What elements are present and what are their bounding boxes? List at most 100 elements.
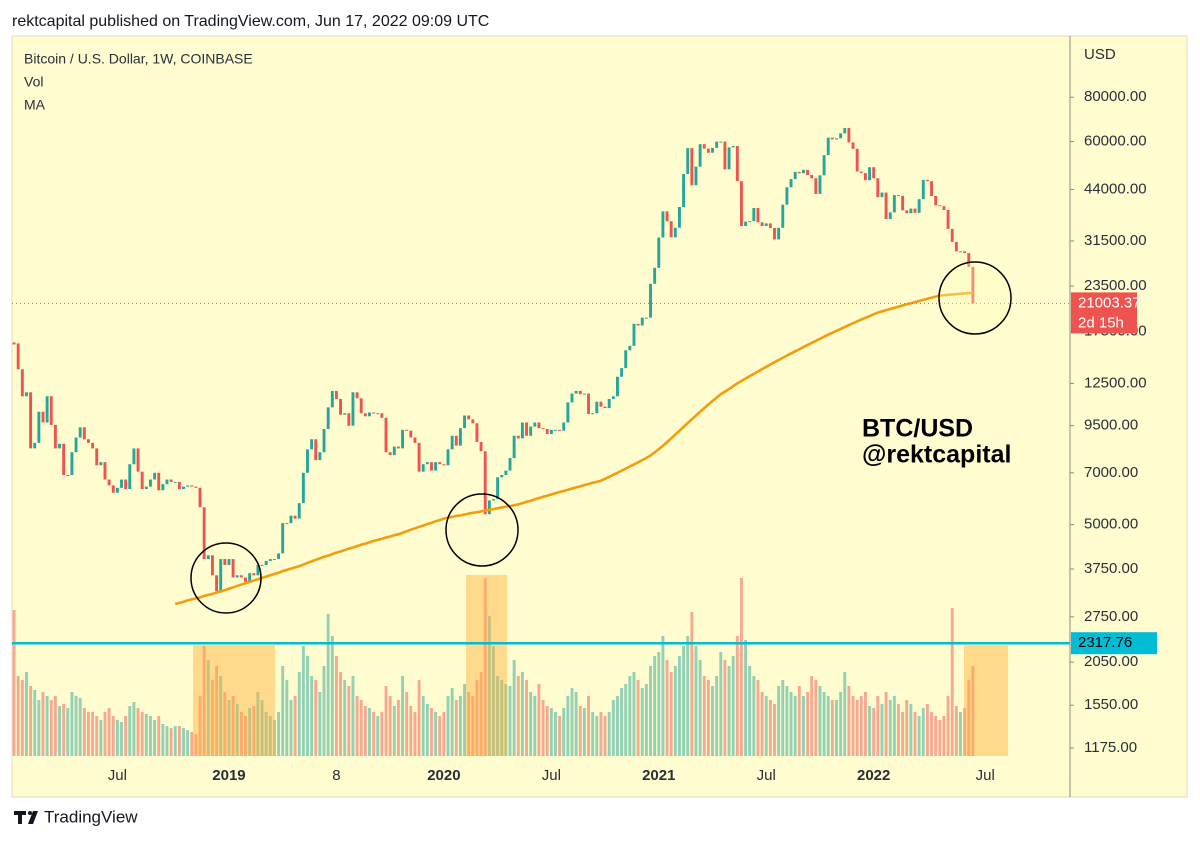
candle-body (620, 368, 624, 377)
volume-bar (814, 680, 818, 756)
volume-bar (897, 704, 900, 756)
volume-bar (363, 706, 367, 756)
volume-bar (835, 700, 838, 756)
candle-body (711, 147, 714, 153)
candle-body (467, 415, 471, 420)
candle-body (739, 181, 743, 226)
volume-bar (644, 684, 648, 756)
candle-body (95, 448, 99, 466)
candle-body (582, 393, 586, 395)
volume-bar (599, 712, 603, 756)
volume-bar (570, 688, 574, 756)
y-tick-label: 5000.00 (1084, 516, 1138, 533)
volume-bar (107, 708, 111, 756)
candle-body (942, 206, 946, 210)
candle-body (430, 462, 433, 471)
candle-body (103, 462, 107, 480)
candle-body (33, 442, 37, 449)
candle-body (264, 561, 268, 565)
candle-body (690, 148, 694, 186)
volume-bar (839, 692, 843, 756)
volume-bar (33, 690, 37, 756)
volume-bar (450, 688, 454, 756)
candle-body (53, 424, 57, 449)
candle-body (169, 479, 173, 482)
candle-body (892, 195, 896, 213)
volume-bar (20, 680, 24, 756)
volume-bar (492, 646, 495, 756)
candle-body (487, 500, 491, 515)
candle-body (25, 392, 28, 397)
volume-bar (632, 672, 636, 756)
candle-body (49, 396, 53, 425)
candle-body (826, 137, 830, 156)
candle-body (58, 443, 61, 449)
candle-body (611, 396, 615, 399)
volume-bar (822, 692, 826, 756)
candle-body (504, 470, 508, 476)
y-tick-label: 44000.00 (1084, 180, 1147, 197)
candle-body (863, 173, 867, 181)
candle-body (202, 507, 206, 560)
candle-body (694, 166, 698, 186)
candle-body (801, 169, 805, 174)
candle-body (272, 559, 276, 561)
candle-body (760, 222, 764, 226)
y-tick-label: 2750.00 (1084, 608, 1138, 625)
volume-bar (925, 704, 929, 756)
candle-body (678, 206, 681, 228)
y-tick-label: 31500.00 (1084, 232, 1147, 249)
volume-bar (872, 708, 876, 756)
volume-bar (516, 676, 520, 756)
candle-body (925, 179, 929, 182)
candle-body (636, 323, 640, 326)
candle-body (578, 390, 582, 395)
candle-body (78, 427, 82, 438)
volume-bar (442, 712, 446, 756)
volume-bar (231, 696, 235, 756)
volume-bar (773, 704, 776, 756)
candle-body (41, 411, 45, 423)
y-tick-label: 3750.00 (1084, 560, 1138, 577)
candle-body (347, 413, 351, 426)
volume-bar (99, 720, 103, 756)
volume-bar (235, 704, 239, 756)
volume-bar (227, 700, 231, 756)
candle-body (45, 396, 49, 423)
candle-body (587, 393, 590, 414)
candle-body (401, 429, 404, 449)
volume-bar (558, 716, 562, 756)
volume-bar (934, 716, 938, 756)
candle-body (388, 452, 392, 456)
candle-body (901, 195, 905, 211)
logo-mark (14, 811, 26, 824)
candle-body (384, 417, 388, 453)
volume-bar (322, 666, 326, 756)
volume-bar (847, 686, 851, 756)
candle-body (868, 167, 872, 181)
candle-body (686, 148, 690, 175)
highlight-zone (466, 575, 507, 756)
volume-bar (512, 660, 516, 756)
candle-body (157, 472, 161, 491)
candle-body (425, 462, 429, 465)
candle-body (351, 392, 355, 426)
candle-body (293, 515, 297, 519)
candle-body (781, 204, 785, 228)
volume-bar (405, 692, 409, 756)
volume-bar (888, 700, 892, 756)
candle-body (227, 559, 231, 565)
volume-bar (467, 692, 471, 756)
volume-bar (938, 720, 942, 756)
volume-bar (210, 680, 214, 756)
candle-body (450, 435, 454, 450)
candle-body (115, 487, 119, 493)
volume-bar (70, 692, 74, 756)
candle-body (727, 147, 731, 170)
volume-bar (413, 712, 417, 756)
volume-bar (475, 680, 479, 756)
candle-body (37, 411, 41, 443)
candle-body (285, 523, 289, 525)
volume-bar (566, 696, 570, 756)
y-tick-label: 7000.00 (1084, 464, 1138, 481)
